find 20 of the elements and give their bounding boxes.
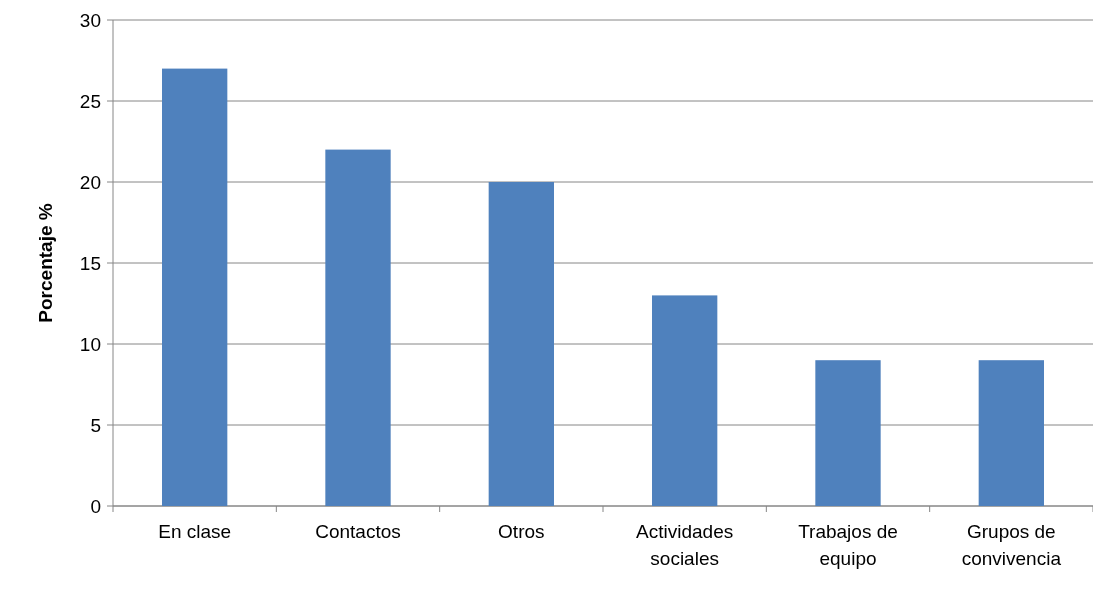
x-tick-label: Otros: [498, 521, 545, 542]
bar: [162, 68, 228, 506]
x-tick-label: Contactos: [315, 521, 401, 542]
bar: [488, 182, 554, 506]
x-tick-label: Actividades sociales: [636, 521, 734, 569]
y-tick-label: 30: [79, 9, 101, 31]
y-axis-title: Porcentaje %: [35, 203, 56, 323]
y-tick-label: 10: [79, 333, 101, 355]
y-tick-label: 25: [79, 90, 101, 112]
bar: [815, 360, 881, 506]
x-tick-label: Trabajos de equipo: [798, 521, 898, 569]
bar: [978, 360, 1044, 506]
x-tick-label: En clase: [158, 521, 232, 542]
y-tick-label: 5: [90, 414, 101, 436]
y-tick-label: 20: [79, 171, 101, 193]
x-tick-label: Grupos de convivencia: [961, 521, 1062, 569]
y-tick-label: 15: [79, 252, 101, 274]
bar: [325, 149, 391, 506]
y-tick-label: 0: [90, 495, 101, 517]
bar: [652, 295, 718, 506]
